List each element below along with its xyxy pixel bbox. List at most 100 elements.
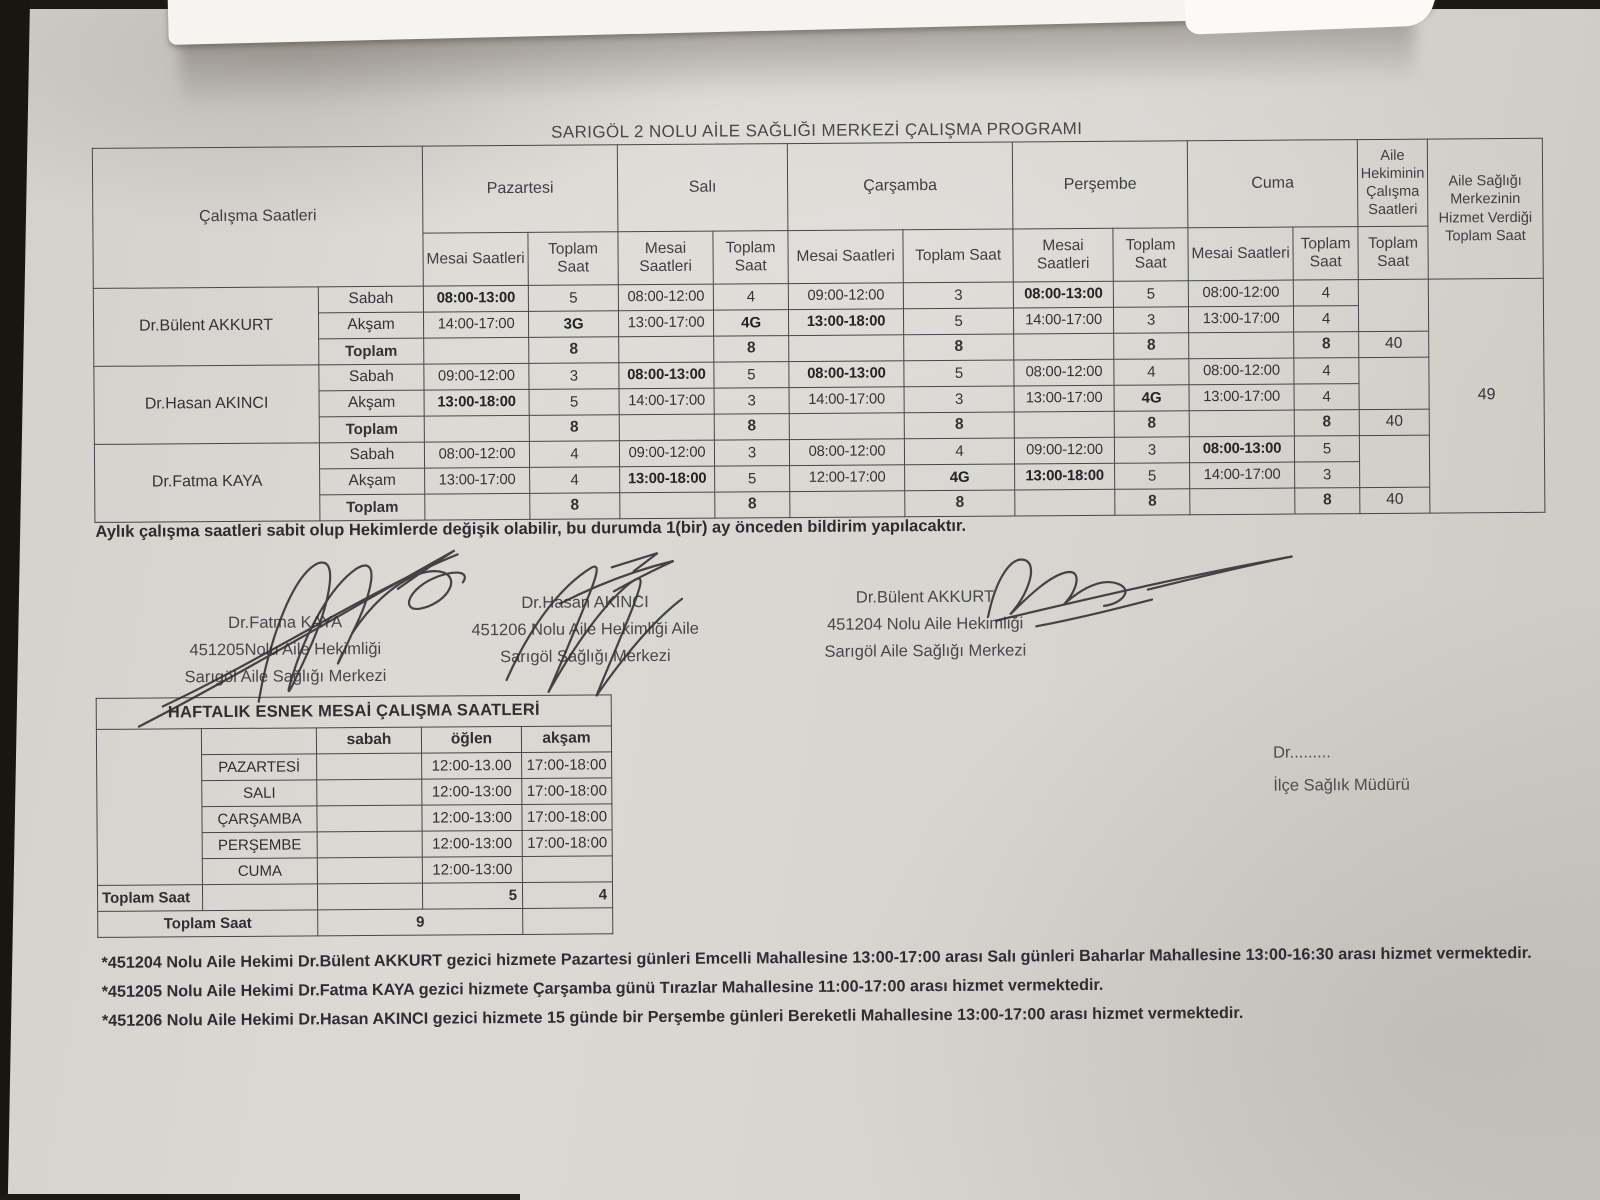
center-line: Sarıgöl Aile Sağlığı Merkezi xyxy=(824,641,1027,661)
period-label-sabah: Sabah xyxy=(318,364,425,391)
hours-cell: 4 xyxy=(529,440,620,468)
empty-cell xyxy=(789,412,905,440)
hours-cell: 4 xyxy=(1293,357,1360,385)
period-label-aksam: Akşam xyxy=(319,468,425,495)
day-total-cell: 8 xyxy=(1293,331,1359,359)
doctor-name: Dr.Hasan AKINCI xyxy=(521,593,649,612)
hours-cell: 5 xyxy=(1113,280,1189,308)
hours-cell: 4G xyxy=(1114,384,1190,412)
time-cell: 13:00-17:00 xyxy=(424,467,530,495)
approver-name: Dr......... xyxy=(1273,743,1331,762)
time-cell: 09:00-12:00 xyxy=(1014,437,1115,464)
mesai-subheader: Mesai Saatleri xyxy=(787,229,904,284)
empty-cell xyxy=(1189,488,1295,515)
flex-table-title: HAFTALIK ESNEK MESAİ ÇALIŞMA SAATLERİ xyxy=(96,694,612,730)
main-schedule-table: Çalışma Saatleri Pazartesi Salı Çarşamba Per… xyxy=(92,138,1546,523)
flex-sabah-cell xyxy=(316,753,422,780)
empty-cell xyxy=(1014,411,1115,438)
hours-cell: 5 xyxy=(528,284,619,312)
week-total-cell: 40 xyxy=(1359,409,1430,436)
empty-cell xyxy=(1014,489,1115,516)
hekim-empty-cell xyxy=(1359,435,1430,488)
empty-cell xyxy=(619,492,715,519)
flex-oglen-cell: 12:00-13:00 xyxy=(422,856,523,884)
hours-cell: 3 xyxy=(904,386,1015,413)
mesai-subheader: Mesai Saatleri xyxy=(1187,227,1294,281)
hours-cell: 4 xyxy=(1294,383,1360,411)
hours-cell: 3 xyxy=(714,439,790,467)
day-total-cell: 8 xyxy=(903,334,1014,361)
hours-cell: 3 xyxy=(528,362,620,390)
day-header-çarşamba: Çarşamba xyxy=(787,142,1013,231)
flex-day-label: SALI xyxy=(201,779,317,807)
period-label-aksam: Akşam xyxy=(319,390,425,417)
flex-aksam-total: 4 xyxy=(522,881,613,909)
hours-cell: 4 xyxy=(529,466,620,494)
doctor-name: Dr.Bülent AKKURT xyxy=(93,286,319,367)
time-cell: 13:00-18:00 xyxy=(1014,463,1115,490)
flex-aksam-cell xyxy=(522,855,613,883)
footnotes: *451204 Nolu Aile Hekimi Dr.Bülent AKKUR… xyxy=(101,939,1572,1036)
practice-line: 451206 Nolu Aile Hekimliği Aile xyxy=(471,619,699,640)
hours-cell: 3 xyxy=(1113,306,1189,334)
approval-block: Dr......... İlçe Sağlık Müdürü xyxy=(1273,736,1410,803)
time-cell: 13:00-18:00 xyxy=(424,389,530,417)
time-cell: 14:00-17:00 xyxy=(423,311,529,339)
hours-cell: 4 xyxy=(1293,279,1359,307)
mesai-subheader: Mesai Saatleri xyxy=(617,231,714,285)
corner-header: Çalışma Saatleri xyxy=(92,146,424,289)
time-cell: 08:00-13:00 xyxy=(618,362,715,389)
hours-cell: 5 xyxy=(1294,435,1360,463)
day-total-cell: 8 xyxy=(1294,409,1360,437)
flex-oglen-cell: 12:00-13.00 xyxy=(421,752,522,780)
day-header-perşembe: Perşembe xyxy=(1012,140,1188,230)
flex-day-label: PERŞEMBE xyxy=(202,831,318,859)
flex-oglen-cell: 12:00-13:00 xyxy=(421,778,522,806)
flex-day-label: PAZARTESİ xyxy=(201,753,317,781)
flex-aksam-cell: 17:00-18:00 xyxy=(521,777,612,805)
signature-block-bulent: Dr.Bülent AKKURT 451204 Nolu Aile Hekiml… xyxy=(770,583,1081,666)
period-label-sabah: Sabah xyxy=(319,442,425,469)
time-cell: 09:00-12:00 xyxy=(619,440,715,467)
practice-line: 451204 Nolu Aile Hekimliği xyxy=(826,614,1024,634)
day-header-pazartesi: Pazartesi xyxy=(422,144,618,234)
hekim-empty-cell xyxy=(1358,357,1430,410)
signature-block-hasan: Dr.Hasan AKINCI 451206 Nolu Aile Hekimli… xyxy=(430,588,741,671)
scan-artifact-bottom-edge xyxy=(0,1194,520,1200)
time-cell: 14:00-17:00 xyxy=(1013,307,1114,335)
empty-cell xyxy=(1013,333,1114,361)
empty-cell xyxy=(317,883,423,910)
flex-grand-label: Toplam Saat xyxy=(97,909,318,938)
center-line: Sarıgöl Sağlığı Merkezi xyxy=(500,646,671,667)
doctor-name: Dr.Fatma KAYA xyxy=(94,442,320,523)
empty-cell xyxy=(423,337,529,365)
day-total-cell: 8 xyxy=(528,336,619,364)
table-row: Toplam Saat 9 xyxy=(97,907,613,938)
toplam-subheader: Toplam Saat xyxy=(902,229,1014,283)
flex-grand-total: 9 xyxy=(317,908,523,936)
time-cell: 13:00-17:00 xyxy=(1189,384,1295,411)
hours-cell: 5 xyxy=(903,360,1015,387)
toplam-subheader: Toplam Saat xyxy=(712,230,789,285)
flex-col-header-sabah: sabah xyxy=(316,727,422,754)
practice-line: 451205Nolu Aile Hekimliği xyxy=(189,639,382,660)
day-total-cell: 8 xyxy=(1113,332,1189,360)
period-label-toplam: Toplam xyxy=(319,416,425,443)
doctor-name: Dr.Hasan AKINCI xyxy=(93,364,320,445)
time-cell: 08:00-13:00 xyxy=(788,360,905,388)
period-label-toplam: Toplam xyxy=(318,338,424,365)
flex-col-header-akşam: akşam xyxy=(521,725,612,753)
hours-cell: 4 xyxy=(713,283,789,311)
merkez-hours-header: Aile Sağlığı Merkezinin Hizmet Verdiği T… xyxy=(1427,138,1544,280)
flex-sabah-cell xyxy=(316,805,423,832)
empty-cell xyxy=(788,334,904,362)
flex-left-empty xyxy=(96,728,203,886)
time-cell: 09:00-12:00 xyxy=(788,282,904,310)
hours-cell: 5 xyxy=(1114,462,1190,490)
empty-cell xyxy=(789,490,905,518)
time-cell: 08:00-12:00 xyxy=(789,438,905,466)
day-total-cell: 8 xyxy=(904,489,1015,517)
mesai-subheader: Mesai Saatleri xyxy=(1012,228,1114,283)
approver-title: İlçe Sağlık Müdürü xyxy=(1273,775,1411,795)
